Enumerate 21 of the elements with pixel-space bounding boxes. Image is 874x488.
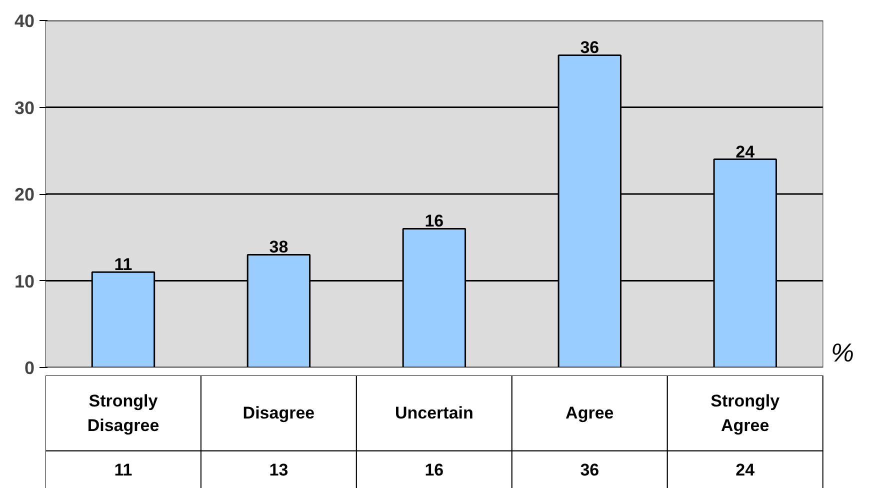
- y-tick-label: 10: [14, 271, 35, 292]
- x-tick-label: Uncertain: [394, 404, 474, 423]
- y-tick-label: 20: [14, 184, 35, 204]
- x-tick-label: Disagree: [242, 404, 315, 423]
- x-tick-label: Strongly Agree: [710, 391, 780, 436]
- annotation: 36: [580, 38, 600, 58]
- data-label: 11: [114, 460, 132, 480]
- data-label: 36: [580, 460, 600, 480]
- annotation: 38: [269, 238, 288, 257]
- annotation: 16: [424, 212, 444, 231]
- data-label: 24: [736, 460, 756, 480]
- x-axis-title: %: [830, 338, 854, 368]
- x-tick-label: Strongly Disagree: [87, 391, 160, 436]
- annotation: 11: [114, 255, 132, 274]
- y-tick-label: 30: [14, 98, 35, 118]
- annotation: 24: [736, 142, 756, 162]
- data-label: 13: [269, 460, 288, 480]
- y-tick-label: 0: [24, 358, 35, 378]
- y-tick-label: 40: [14, 11, 35, 31]
- x-tick-label: Agree: [566, 404, 614, 423]
- data-label: 16: [424, 460, 444, 480]
